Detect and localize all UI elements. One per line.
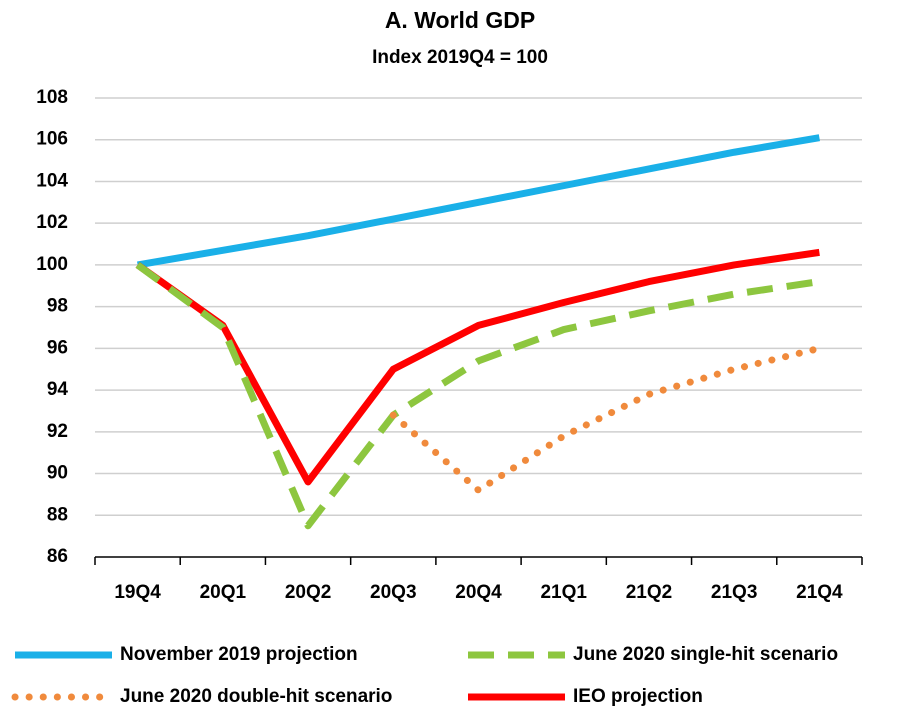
y-tick-label: 108 [36,87,68,108]
legend-label: June 2020 double-hit scenario [120,686,392,707]
chart-subtitle: Index 2019Q4 = 100 [372,47,548,68]
y-tick-label: 102 [36,212,68,233]
x-tick-label: 20Q4 [455,582,502,603]
y-tick-label: 88 [47,504,68,525]
series-line [389,344,823,494]
x-tick-label: 21Q3 [711,582,757,603]
x-tick-label: 21Q4 [796,582,843,603]
y-tick-label: 96 [47,337,68,358]
x-tick-label: 20Q2 [285,582,331,603]
y-tick-label: 90 [47,463,68,484]
series-line [135,248,820,486]
chart-title: A. World GDP [385,7,535,33]
y-tick-label: 106 [36,129,68,150]
y-tick-label: 104 [36,170,68,191]
y-tick-label: 92 [47,421,68,442]
x-tick-label: 21Q1 [540,582,587,603]
legend-label: June 2020 single-hit scenario [573,644,838,665]
legend-label: IEO projection [573,686,703,707]
series-line [137,134,820,269]
y-tick-label: 94 [47,379,69,400]
x-tick-label: 21Q2 [626,582,672,603]
y-tick-label: 86 [47,546,68,567]
legend-label: November 2019 projection [120,644,358,665]
y-tick-label: 98 [47,296,68,317]
x-tick-label: 20Q1 [200,582,247,603]
x-tick-label: 20Q3 [370,582,416,603]
series-line [135,262,820,530]
y-tick-label: 100 [36,254,68,275]
x-tick-label: 19Q4 [114,582,161,603]
